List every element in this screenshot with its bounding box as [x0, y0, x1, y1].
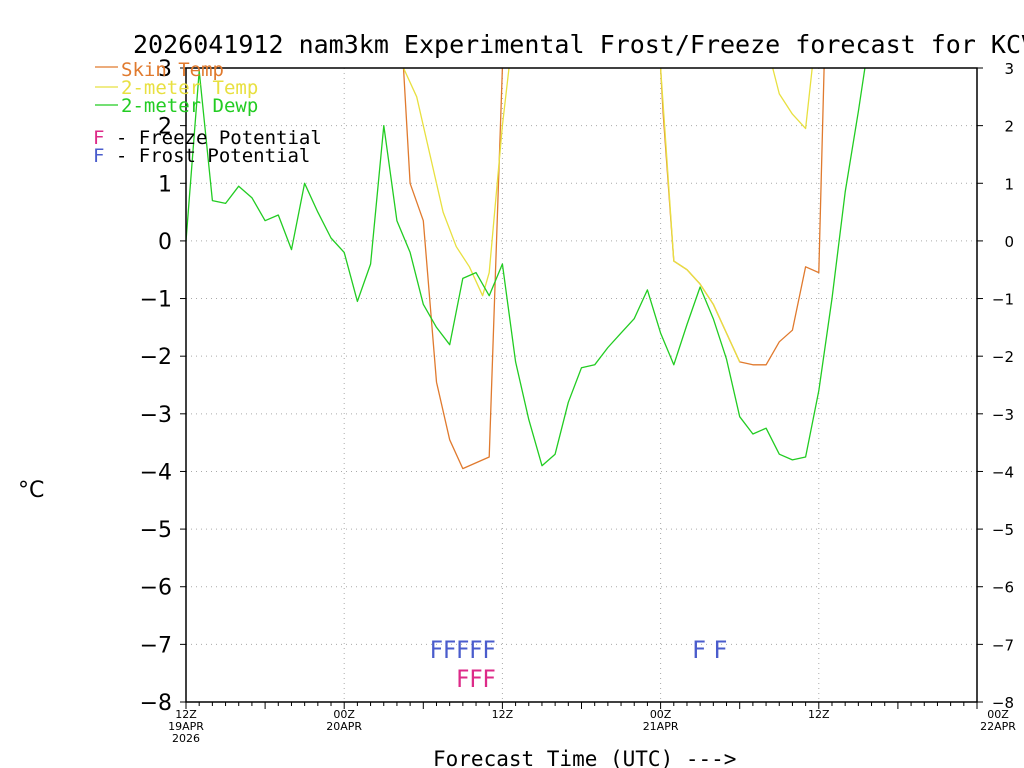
y-tick-label-left: 3 [158, 57, 172, 82]
y-tick-label-right: −8 [992, 694, 1014, 712]
legend: Skin Temp 2-meter Temp 2-meter Dewp F - … [93, 59, 322, 167]
frost-potential-marks: FFFFF [430, 636, 496, 664]
y-axis-left: 3 2 1 0 −1 −2 −3 −4 −5 −6 −7 −8 [140, 57, 186, 716]
series-line-temp2m [772, 68, 813, 130]
frost-potential-marks-2: F F [692, 636, 727, 664]
y-tick-label-right: −7 [992, 636, 1014, 654]
y-axis-label: °C [18, 478, 44, 503]
x-tick-label: 00Z [333, 708, 355, 721]
chart-title: 2026041912 nam3km Experimental Frost/Fre… [133, 30, 1024, 59]
series-line-temp2m [402, 68, 510, 297]
y-tick-label-left: −6 [140, 576, 172, 601]
y-tick-label-right: −1 [992, 291, 1014, 309]
y-tick-label-right: 3 [1004, 60, 1014, 78]
x-tick-label: 12Z [808, 708, 830, 721]
x-tick-label: 00Z [650, 708, 672, 721]
y-tick-label-left: −8 [140, 691, 172, 716]
x-tick-label: 21APR [643, 720, 679, 733]
x-axis-label: Forecast Time (UTC) ---> [433, 747, 736, 768]
y-tick-label-right: −6 [992, 579, 1014, 597]
x-tick-label: 19APR [168, 720, 204, 733]
x-tick-label: 00Z [987, 708, 1009, 721]
y-tick-label-left: −4 [140, 460, 172, 485]
frost-legend-text: - Frost Potential [104, 145, 310, 167]
series-line-skin [402, 68, 504, 470]
y-axis-right: 3 2 1 0 −1 −2 −3 −4 −5 −6 −7 −8 [977, 60, 1014, 712]
y-tick-label-left: 2 [158, 115, 172, 140]
y-tick-label-left: −3 [140, 403, 172, 428]
frost-glyph: F [93, 145, 104, 167]
y-tick-label-left: 1 [158, 172, 172, 197]
x-tick-label: 2026 [172, 732, 200, 745]
freeze-legend-text: - Freeze Potential [104, 127, 321, 149]
y-tick-label-left: −2 [140, 345, 172, 370]
x-tick-label: 22APR [980, 720, 1016, 733]
y-tick-label-right: 0 [1004, 233, 1014, 251]
y-tick-label-left: −1 [140, 288, 172, 313]
series-line-skin [659, 68, 825, 366]
legend-label-temp2m: 2-meter Temp [121, 77, 258, 99]
y-tick-label-left: −5 [140, 518, 172, 543]
series-group [186, 68, 866, 470]
frost-freeze-markers: FFFFF FFF F F [430, 636, 728, 693]
x-tick-label: 12Z [175, 708, 197, 721]
x-tick-label: 20APR [326, 720, 362, 733]
series-line-temp2m [659, 68, 741, 363]
series-line-dewp2m [186, 68, 866, 467]
grid [186, 68, 977, 702]
freeze-potential-marks: FFF [456, 665, 496, 693]
y-tick-label-right: −5 [992, 521, 1014, 539]
x-tick-label: 12Z [492, 708, 514, 721]
legend-frost-marker: F - Frost Potential [93, 145, 310, 167]
y-tick-label-right: 1 [1004, 175, 1014, 193]
y-tick-label-left: 0 [158, 230, 172, 255]
y-tick-label-right: −2 [992, 348, 1014, 366]
legend-freeze-marker: F - Freeze Potential [93, 127, 322, 149]
y-tick-label-right: 2 [1004, 118, 1014, 136]
freeze-glyph: F [93, 127, 104, 149]
y-tick-label-right: −3 [992, 406, 1014, 424]
y-tick-label-right: −4 [992, 463, 1014, 481]
legend-label-skin: Skin Temp [121, 59, 224, 81]
y-tick-label-left: −7 [140, 633, 172, 658]
legend-label-dewp2m: 2-meter Dewp [121, 95, 258, 117]
